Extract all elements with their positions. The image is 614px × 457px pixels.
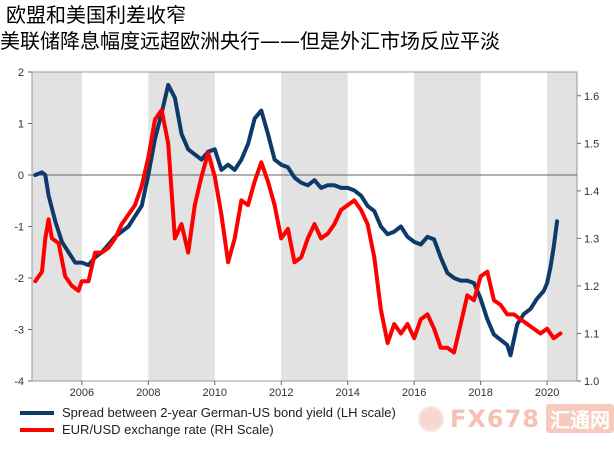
watermark-logo-icon <box>418 405 444 432</box>
shaded-band-3 <box>414 72 481 381</box>
x-tick-label-1: 2008 <box>136 387 160 399</box>
x-tick-label-2: 2010 <box>203 387 227 399</box>
watermark-brand: FX678 <box>450 404 540 433</box>
left-tick-label-0: -4 <box>14 376 24 388</box>
right-tick-label-2: 1.2 <box>584 281 599 293</box>
x-tick-label-5: 2016 <box>402 387 426 399</box>
right-tick-label-4: 1.4 <box>584 186 599 198</box>
legend: Spread between 2-year German-US bond yie… <box>20 404 396 438</box>
x-tick-label-3: 2012 <box>269 387 293 399</box>
left-tick-label-4: 0 <box>18 170 24 182</box>
right-tick-label-6: 1.6 <box>584 91 599 103</box>
x-tick-label-4: 2014 <box>335 387 359 399</box>
left-tick-label-5: 1 <box>18 119 24 131</box>
series-line-eurusd <box>33 108 563 355</box>
right-tick-label-3: 1.3 <box>584 233 599 245</box>
legend-item-eurusd: EUR/USD exchange rate (RH Scale) <box>20 421 396 438</box>
left-tick-label-3: -1 <box>14 222 24 234</box>
legend-label-eurusd: EUR/USD exchange rate (RH Scale) <box>62 422 274 437</box>
x-tick-label-0: 2006 <box>70 387 94 399</box>
chart-title: 欧盟和美国利差收窄 <box>6 3 186 27</box>
watermark-cn: 汇通网 <box>546 404 614 433</box>
chart-subtitle: 美联储降息幅度远超欧洲央行——但是外汇市场反应平淡 <box>0 29 500 53</box>
left-tick-label-6: 2 <box>18 67 24 79</box>
legend-swatch-spread <box>20 410 54 415</box>
legend-label-spread: Spread between 2-year German-US bond yie… <box>62 405 396 420</box>
x-tick-label-6: 2018 <box>468 387 492 399</box>
left-tick-label-2: -2 <box>14 273 24 285</box>
right-tick-label-5: 1.5 <box>584 138 599 150</box>
legend-swatch-eurusd <box>20 427 54 432</box>
legend-item-spread: Spread between 2-year German-US bond yie… <box>20 404 396 421</box>
x-tick-label-7: 2020 <box>535 387 559 399</box>
left-tick-label-1: -3 <box>14 325 24 337</box>
shaded-band-4 <box>547 72 577 381</box>
right-tick-label-0: 1.0 <box>584 376 599 388</box>
right-tick-label-1: 1.1 <box>584 328 599 340</box>
watermark: FX678 汇通网 <box>418 404 614 433</box>
